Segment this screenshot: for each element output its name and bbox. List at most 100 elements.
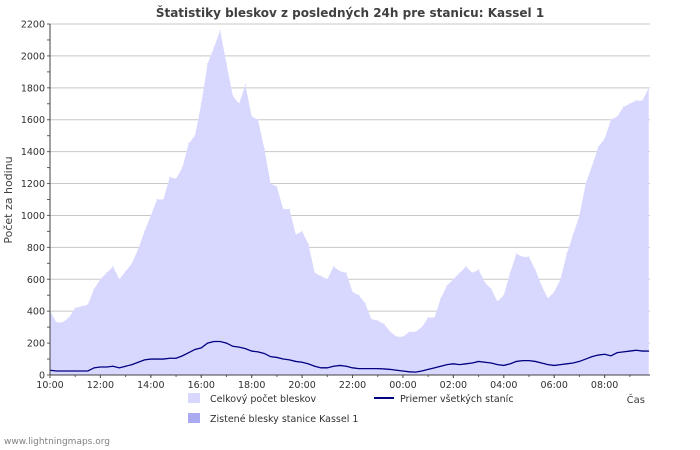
total-strikes-point <box>181 166 183 169</box>
average-stations-point <box>629 350 631 352</box>
total-strikes-point <box>459 272 461 274</box>
average-stations-point <box>81 370 83 372</box>
total-strikes-point <box>276 186 278 188</box>
total-strikes-point <box>427 316 429 319</box>
total-strikes-point <box>326 278 328 280</box>
total-strikes-point <box>194 135 196 137</box>
average-stations-point <box>270 356 272 358</box>
total-strikes-point <box>509 272 511 274</box>
total-strikes-point <box>238 103 240 105</box>
average-stations-point <box>194 348 196 350</box>
average-stations-point <box>118 367 120 369</box>
legend-label: Priemer všetkých staníc <box>400 394 514 405</box>
average-stations-point <box>402 370 404 372</box>
total-strikes-point <box>446 285 448 287</box>
axes: 0 200 400 600 800 1000 1200 1400 1600 1800 2000 220… <box>21 20 650 391</box>
total-strikes-point <box>389 331 391 333</box>
average-stations-point <box>440 365 442 367</box>
average-stations-point <box>484 361 486 363</box>
total-strikes-point <box>137 248 139 250</box>
average-stations-point <box>389 368 391 370</box>
total-strikes-point <box>522 256 524 258</box>
average-stations-point <box>547 364 549 366</box>
average-stations-point <box>370 368 372 370</box>
average-stations-point <box>251 350 253 352</box>
average-stations-point <box>623 351 625 353</box>
average-stations-point <box>87 370 89 372</box>
total-strikes-point <box>566 253 568 255</box>
total-strikes-point <box>143 230 146 233</box>
total-strikes-point <box>251 115 253 118</box>
x-tick-label: 00:00 <box>389 380 416 391</box>
total-strikes-point <box>648 87 650 89</box>
average-stations-point <box>314 365 316 367</box>
average-stations-point <box>597 354 599 356</box>
total-strikes-point <box>232 95 234 97</box>
total-strikes-point <box>320 275 322 277</box>
average-stations-point <box>175 357 177 359</box>
y-tick-label: 1000 <box>21 211 45 222</box>
average-stations-point <box>578 360 580 362</box>
total-strikes-point <box>547 297 549 300</box>
total-strikes-point <box>263 147 265 150</box>
total-strikes-point <box>358 294 360 296</box>
total-strikes-point <box>629 103 631 105</box>
average-stations-point <box>452 363 454 365</box>
average-stations-point <box>333 365 335 367</box>
footer-credit[interactable]: www.lightningmaps.org <box>4 437 110 447</box>
total-strikes-point <box>471 272 473 274</box>
total-strikes-point <box>282 208 284 210</box>
total-strikes-point <box>118 278 120 280</box>
average-stations-point <box>503 364 505 366</box>
x-tick-label: 08:00 <box>591 380 618 391</box>
x-tick-label: 06:00 <box>541 380 568 391</box>
average-stations-point <box>433 367 435 369</box>
total-strikes-point <box>62 321 64 323</box>
y-tick-label: 400 <box>27 307 45 318</box>
total-strikes-point <box>597 146 599 148</box>
average-stations-point <box>162 358 164 360</box>
total-strikes-point <box>377 320 379 322</box>
average-stations-point <box>55 370 57 372</box>
total-strikes-point <box>452 278 454 280</box>
average-stations-point <box>244 348 246 350</box>
x-tick-label: 22:00 <box>339 380 366 391</box>
average-stations-point <box>383 368 385 370</box>
x-tick-label: 20:00 <box>288 380 315 391</box>
average-stations-point <box>301 361 303 363</box>
total-strikes-point <box>559 278 562 280</box>
x-tick-label: 10:00 <box>36 380 63 391</box>
x-tick-label: 12:00 <box>87 380 114 391</box>
average-stations-point <box>68 370 70 372</box>
y-tick-label: 1800 <box>21 83 45 94</box>
average-stations-point <box>616 352 618 354</box>
total-strikes-point <box>364 302 366 304</box>
total-strikes-point <box>553 291 555 293</box>
average-stations-point <box>219 340 221 342</box>
average-stations-point <box>207 342 209 344</box>
average-stations-point <box>478 360 480 362</box>
series-layer <box>49 29 650 376</box>
total-strikes-point <box>206 63 209 65</box>
average-stations-point <box>490 362 492 364</box>
total-strikes-point <box>351 291 354 293</box>
total-strikes-point <box>616 115 618 118</box>
average-stations-point <box>150 358 152 360</box>
average-stations-point <box>648 350 650 352</box>
total-strikes-point <box>80 305 83 307</box>
average-stations-point <box>106 366 108 368</box>
total-strikes-point <box>93 288 95 290</box>
total-strikes-point <box>490 288 492 290</box>
total-strikes-point <box>219 29 221 31</box>
total-strikes-point <box>370 318 373 320</box>
total-strikes-point <box>540 285 543 287</box>
average-stations-point <box>509 363 511 365</box>
total-strikes-point <box>572 234 574 236</box>
total-strikes-point <box>314 272 316 274</box>
average-stations-point <box>585 358 587 360</box>
y-tick-label: 2000 <box>21 51 45 62</box>
average-stations-point <box>572 362 574 364</box>
average-stations-point <box>263 352 265 354</box>
average-stations-point <box>232 345 234 347</box>
total-strikes-point <box>440 297 442 300</box>
